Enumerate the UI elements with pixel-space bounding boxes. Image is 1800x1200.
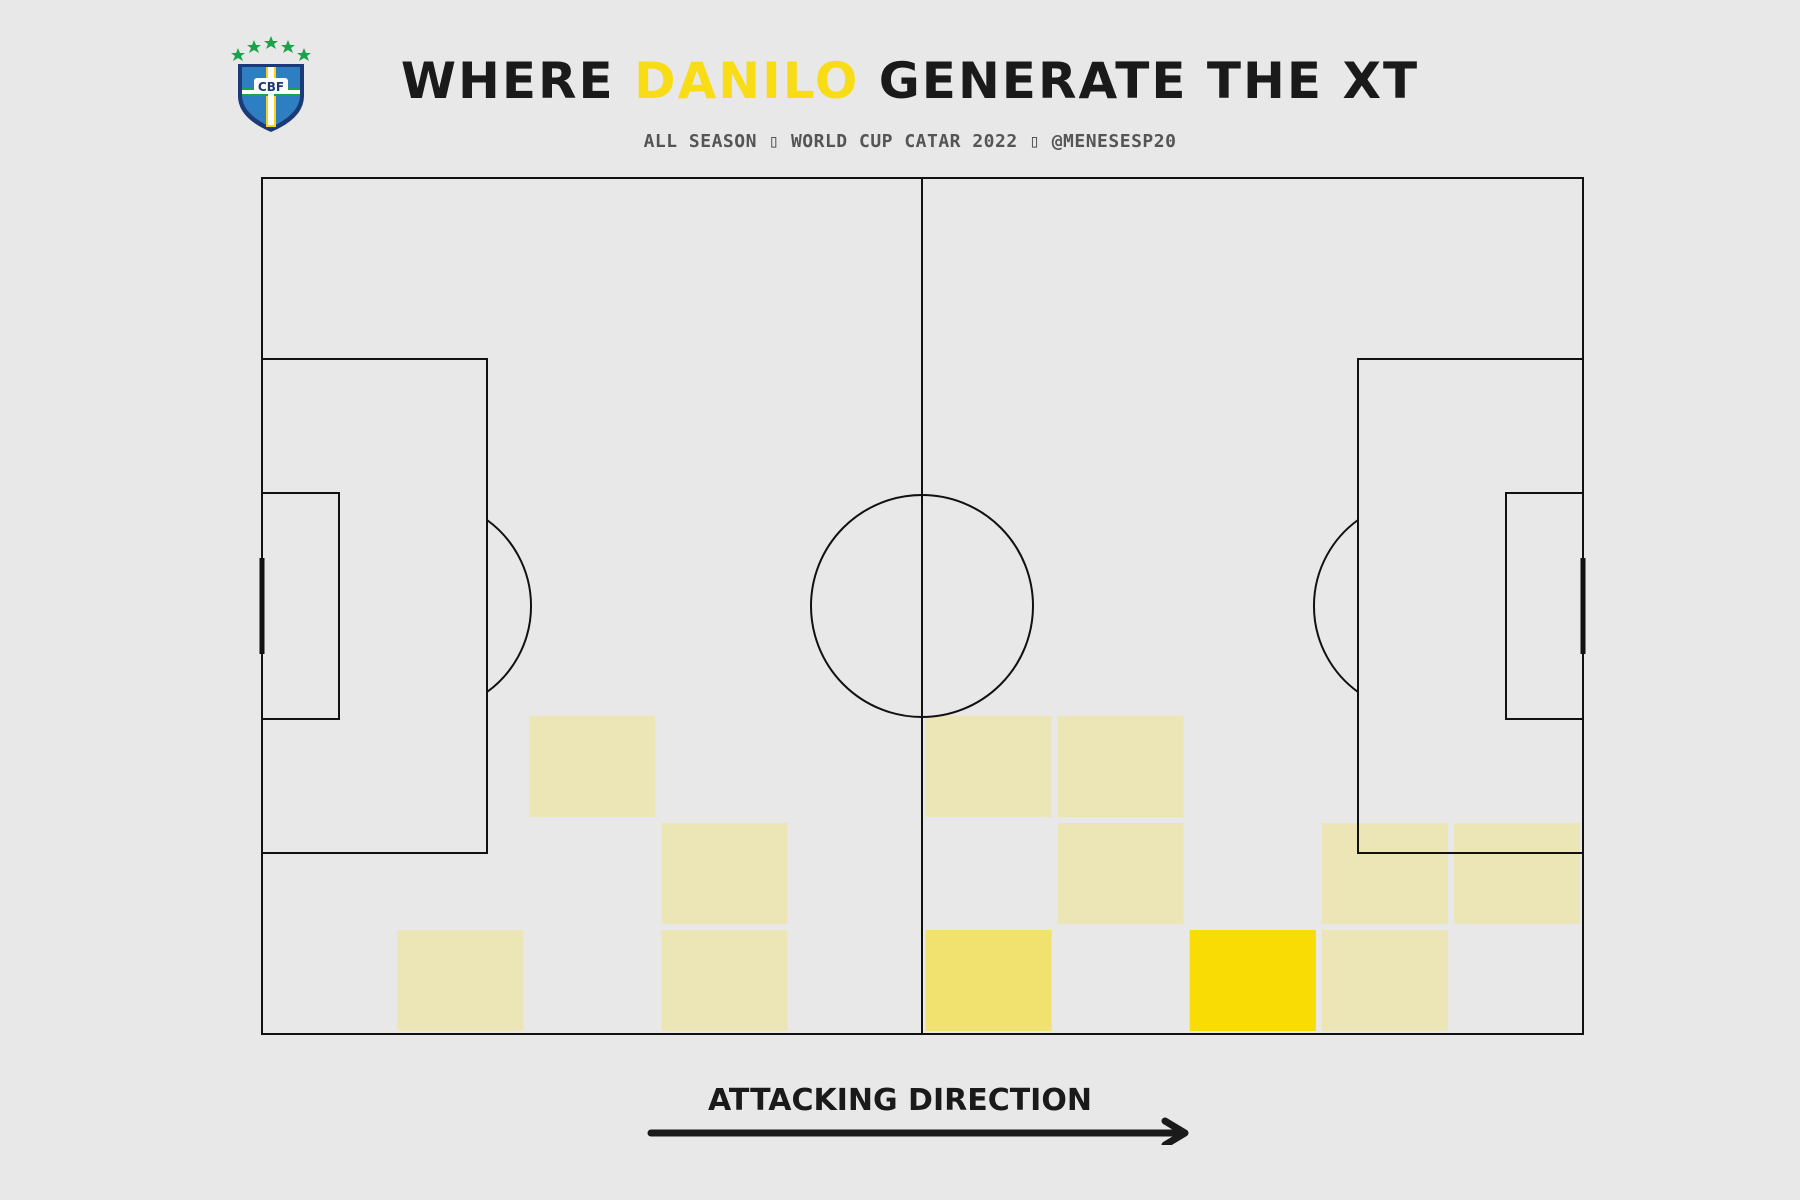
heat-cell: [1453, 823, 1580, 924]
heat-cell: [397, 930, 524, 1031]
heat-cells: [397, 716, 1580, 1031]
subtitle: ALL SEASON ▯ WORLD CUP CATAR 2022 ▯ @MEN…: [643, 131, 1177, 152]
heat-cell: [1057, 716, 1184, 817]
heat-cell: [1057, 823, 1184, 924]
left-six-yard-box: [261, 492, 340, 720]
right-penalty-arc: [1312, 519, 1359, 693]
heat-cell: [1189, 930, 1316, 1031]
title-player-name: DANILO: [634, 52, 860, 110]
title-prefix: WHERE: [400, 52, 635, 110]
left-penalty-box: [261, 358, 488, 854]
right-penalty-box: [1357, 358, 1584, 854]
heat-cell: [1321, 930, 1448, 1031]
attacking-direction-label: ATTACKING DIRECTION: [708, 1083, 1092, 1118]
heat-cell: [661, 930, 788, 1031]
heat-cell: [529, 716, 656, 817]
heat-cell: [1321, 823, 1448, 924]
logo-text: CBF: [258, 80, 284, 94]
heat-cell: [925, 716, 1052, 817]
right-six-yard-box: [1505, 492, 1584, 720]
page-title: WHERE DANILO GENERATE THE XT: [0, 52, 1800, 110]
cbf-logo: CBF: [231, 36, 311, 132]
heat-cell: [661, 823, 788, 924]
pitch-lines: [259, 177, 1586, 1035]
arrow-right-icon: [647, 1117, 1189, 1145]
left-penalty-arc: [486, 519, 533, 693]
title-suffix: GENERATE THE XT: [859, 52, 1420, 110]
heat-cell: [925, 930, 1052, 1031]
center-circle: [810, 494, 1034, 718]
